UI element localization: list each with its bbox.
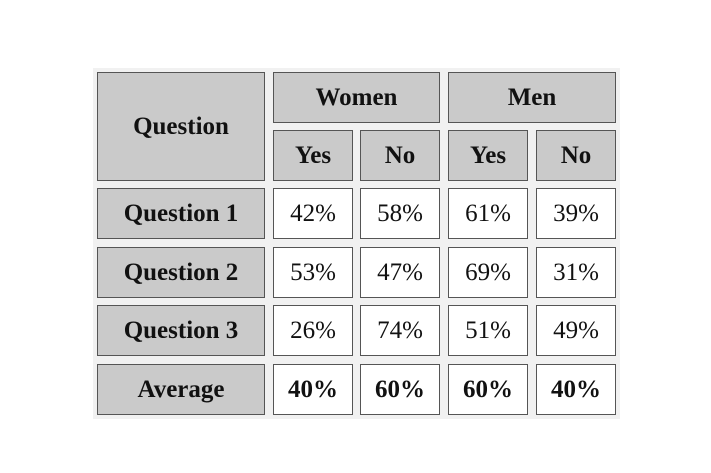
sub-header: Yes [273, 130, 353, 181]
data-cell: 69% [448, 247, 528, 298]
sub-header: Yes [448, 130, 528, 181]
data-cell: 61% [448, 188, 528, 239]
sub-header: No [536, 130, 616, 181]
data-cell: 53% [273, 247, 353, 298]
data-cell: 39% [536, 188, 616, 239]
group-header: Men [448, 72, 616, 123]
row-label: Question 1 [97, 188, 265, 239]
data-cell: 26% [273, 305, 353, 356]
data-cell: 49% [536, 305, 616, 356]
data-cell: 42% [273, 188, 353, 239]
group-header: Women [273, 72, 440, 123]
data-cell: 40% [273, 364, 353, 415]
data-cell: 47% [360, 247, 440, 298]
row-label: Question 2 [97, 247, 265, 298]
data-cell: 58% [360, 188, 440, 239]
data-cell: 31% [536, 247, 616, 298]
data-cell: 51% [448, 305, 528, 356]
sub-header: No [360, 130, 440, 181]
question-header: Question [97, 72, 265, 181]
row-label: Average [97, 364, 265, 415]
data-cell: 40% [536, 364, 616, 415]
data-cell: 60% [448, 364, 528, 415]
data-cell: 74% [360, 305, 440, 356]
data-cell: 60% [360, 364, 440, 415]
row-label: Question 3 [97, 305, 265, 356]
